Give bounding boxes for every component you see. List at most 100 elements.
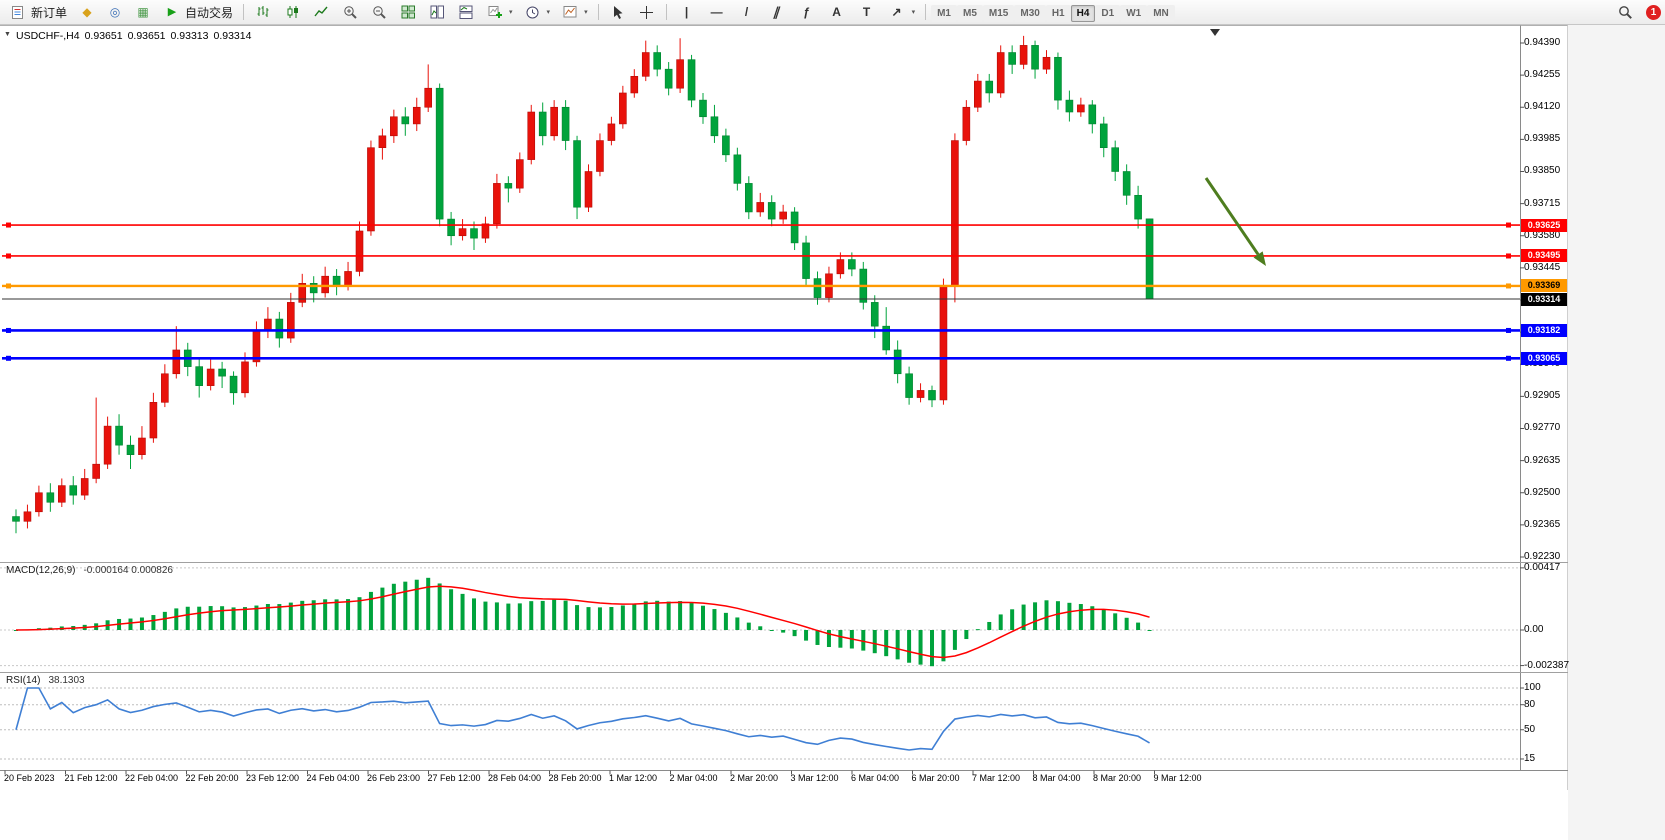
zoom-in-icon <box>341 3 359 21</box>
macd-bar <box>334 599 339 630</box>
price-line-badge: 0.93625 <box>1521 218 1567 232</box>
line-handle[interactable] <box>1506 222 1511 228</box>
vertical-line-button[interactable]: | <box>672 2 702 23</box>
macd-bar <box>311 600 316 630</box>
line-handle[interactable] <box>1506 327 1511 333</box>
macd-bar <box>964 630 969 640</box>
text-button[interactable]: A <box>822 2 852 23</box>
crosshair-button[interactable] <box>633 2 661 23</box>
candle-body <box>447 218 455 237</box>
line-chart-button[interactable] <box>307 2 335 23</box>
candle-body <box>46 492 55 503</box>
candle-body <box>1042 56 1051 70</box>
time-axis-label: 6 Mar 20:00 <box>911 773 960 783</box>
candle-body <box>1111 147 1119 172</box>
timeframe-m1-button[interactable]: M1 <box>931 4 957 22</box>
tile-horizontal-button[interactable] <box>452 2 480 23</box>
rsi-label: RSI(14) 38.1303 <box>6 675 85 686</box>
line-handle[interactable] <box>6 283 11 289</box>
new-chart-button[interactable]: ▾ <box>481 2 518 23</box>
timeframe-d1-button[interactable]: D1 <box>1095 4 1121 22</box>
timeframe-h1-button[interactable]: H1 <box>1045 4 1071 22</box>
label-icon: T <box>862 5 871 19</box>
tile-vertical-button[interactable] <box>423 2 451 23</box>
macd-bar <box>1067 602 1072 630</box>
macd-bar <box>323 599 328 630</box>
line-handle[interactable] <box>1506 355 1511 361</box>
line-handle[interactable] <box>1506 253 1511 259</box>
timeframe-mn-button[interactable]: MN <box>1147 4 1175 22</box>
candle-body <box>836 259 845 275</box>
timeframe-h4-button[interactable]: H4 <box>1070 4 1096 22</box>
line-handle[interactable] <box>6 222 11 228</box>
candle-body <box>962 106 971 141</box>
timeframe-m15-button[interactable]: M15 <box>982 4 1015 22</box>
macd-bar <box>552 599 557 630</box>
chart-header: USDCHF-,H4 0.93651 0.93651 0.93313 0.93314 <box>16 30 256 42</box>
horizontal-line[interactable] <box>2 355 1520 361</box>
horizontal-line[interactable] <box>2 253 1520 259</box>
label-button[interactable]: T <box>852 2 882 23</box>
autotrading-play-icon: ▶ <box>167 5 177 18</box>
tile-windows-button[interactable] <box>394 2 422 23</box>
macd-bar <box>1090 606 1095 630</box>
market-watch-button[interactable]: ◆ <box>73 2 101 23</box>
macd-bar <box>162 611 167 630</box>
cursor-button[interactable] <box>604 2 632 23</box>
chart-collapse-icon[interactable]: ▼ <box>4 31 11 38</box>
fibonacci-button[interactable]: ƒ <box>792 2 822 23</box>
periods-button[interactable]: ▾ <box>519 2 556 23</box>
time-axis-label: 8 Mar 04:00 <box>1032 773 1081 783</box>
horizontal-line-button[interactable]: — <box>702 2 732 23</box>
line-handle[interactable] <box>6 355 11 361</box>
new-order-button[interactable]: 新订单 <box>4 2 72 23</box>
trend-arrow[interactable] <box>1204 177 1266 266</box>
horizontal-line[interactable] <box>2 327 1520 333</box>
bar-chart-button[interactable] <box>249 2 277 23</box>
macd-bar <box>517 603 522 630</box>
templates-button[interactable]: ▾ <box>556 2 593 23</box>
line-handle[interactable] <box>6 327 11 333</box>
time-axis-label: 2 Mar 04:00 <box>669 773 718 783</box>
timeframe-w1-button[interactable]: W1 <box>1120 4 1148 22</box>
current-price-badge: 0.93314 <box>1521 292 1567 306</box>
zoom-in-button[interactable] <box>336 2 364 23</box>
line-handle[interactable] <box>6 253 11 259</box>
macd-bar <box>472 598 476 630</box>
macd-bar <box>346 599 351 630</box>
navigator-button[interactable]: ◎ <box>101 2 129 23</box>
macd-bar <box>998 614 1003 630</box>
macd-bar <box>1021 604 1026 630</box>
candle-body <box>893 349 902 375</box>
horizontal-line[interactable] <box>2 283 1520 289</box>
time-axis-label: 6 Mar 04:00 <box>851 773 900 783</box>
price-axis-label: 0.93580 <box>1524 229 1561 241</box>
search-button[interactable] <box>1611 2 1639 23</box>
trendline-button[interactable]: / <box>732 2 762 23</box>
price-axis-label: 0.92905 <box>1524 390 1561 402</box>
terminal-button[interactable]: ▦ <box>129 2 157 23</box>
arrows-button[interactable]: ↗ ▾ <box>882 2 921 23</box>
price-axis-label: 0.92635 <box>1524 454 1561 466</box>
zoom-out-button[interactable] <box>365 2 393 23</box>
price-axis-label: 0.93850 <box>1524 165 1561 177</box>
line-handle[interactable] <box>1506 283 1511 289</box>
candle-body <box>481 223 490 239</box>
time-axis-label: 1 Mar 12:00 <box>609 773 658 783</box>
autotrading-button[interactable]: ▶ 自动交易 <box>158 2 238 23</box>
chart-shift-icon[interactable] <box>1210 29 1220 36</box>
notification-badge[interactable]: 1 <box>1646 4 1661 20</box>
channel-button[interactable]: ∥ <box>762 2 792 23</box>
timeframe-m5-button[interactable]: M5 <box>957 4 983 22</box>
macd-bar <box>758 626 763 630</box>
candle-body <box>561 106 570 141</box>
candle-body <box>241 361 249 394</box>
candlestick-chart-button[interactable] <box>278 2 306 23</box>
macd-bar <box>678 601 683 630</box>
horizontal-line[interactable] <box>2 222 1520 228</box>
candle-body <box>722 135 730 156</box>
timeframe-m30-button[interactable]: M30 <box>1014 4 1046 22</box>
macd-bar <box>987 621 992 630</box>
macd-bar <box>769 630 774 631</box>
